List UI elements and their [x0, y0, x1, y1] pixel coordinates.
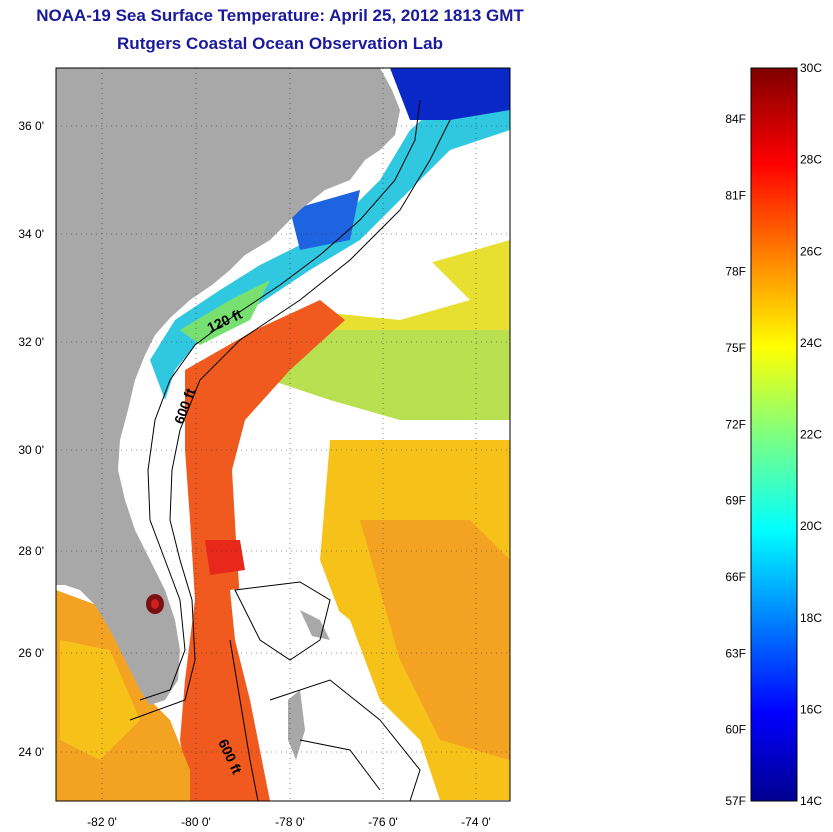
map-frame — [55, 67, 511, 802]
colorbar-celsius-label: 18C — [800, 611, 822, 625]
colorbar-celsius-label: 16C — [800, 702, 822, 716]
colorbar-fahrenheit-label: 84F — [725, 112, 746, 126]
contour-120ft — [139, 99, 421, 701]
lon-tick-label: -80 0' — [181, 815, 211, 829]
colorbar-fahrenheit-label: 60F — [725, 723, 746, 737]
lat-tick-label: 26 0' — [18, 646, 44, 660]
colorbar-fahrenheit-label: 75F — [725, 341, 746, 355]
land-mass — [56, 68, 400, 705]
colorbar-celsius-label: 24C — [800, 336, 822, 350]
lat-tick-label: 32 0' — [18, 335, 44, 349]
lon-tick-label: -78 0' — [275, 815, 305, 829]
lat-tick-label: 34 0' — [18, 227, 44, 241]
graticule — [56, 68, 510, 801]
colorbar-fahrenheit-label: 81F — [725, 188, 746, 202]
mid-ocean-band — [260, 330, 510, 420]
map-subtitle: Rutgers Coastal Ocean Observation Lab — [117, 34, 443, 53]
map-title: NOAA-19 Sea Surface Temperature: April 2… — [36, 6, 524, 25]
contour-600ft — [129, 119, 451, 721]
lon-tick-label: -76 0' — [368, 815, 398, 829]
colorbar-fahrenheit-label: 78F — [725, 265, 746, 279]
lat-tick-label: 36 0' — [18, 119, 44, 133]
lat-tick-label: 28 0' — [18, 544, 44, 558]
colorbar-celsius-label: 30C — [800, 61, 822, 75]
colorbar-fahrenheit-label: 72F — [725, 417, 746, 431]
colorbar-celsius-label: 28C — [800, 153, 822, 167]
gulf-stream — [180, 300, 345, 801]
colorbar-fahrenheit-label: 57F — [725, 794, 746, 808]
lat-tick-label: 30 0' — [18, 443, 44, 457]
colorbar-celsius-label: 20C — [800, 519, 822, 533]
lon-tick-label: -82 0' — [87, 815, 117, 829]
colorbar-celsius-label: 22C — [800, 428, 822, 442]
colorbar-fahrenheit-label: 69F — [725, 494, 746, 508]
temperature-colorbar — [750, 67, 798, 802]
colorbar-celsius-label: 14C — [800, 794, 822, 808]
colorbar-fahrenheit-label: 66F — [725, 570, 746, 584]
lat-tick-label: 24 0' — [18, 745, 44, 759]
lon-tick-label: -74 0' — [461, 815, 491, 829]
colorbar-celsius-label: 26C — [800, 244, 822, 258]
colorbar-fahrenheit-label: 63F — [725, 646, 746, 660]
